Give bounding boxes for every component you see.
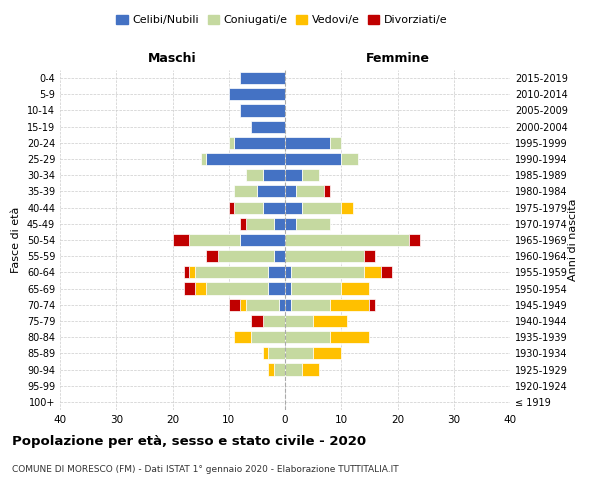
Bar xyxy=(245,218,274,230)
Bar xyxy=(190,266,195,278)
Bar xyxy=(263,202,285,213)
Bar xyxy=(263,348,268,360)
Bar xyxy=(313,348,341,360)
Bar xyxy=(274,250,285,262)
Bar xyxy=(235,137,285,149)
Bar xyxy=(380,266,392,278)
Bar xyxy=(200,153,206,165)
Bar xyxy=(285,234,409,246)
Bar xyxy=(195,266,268,278)
Bar xyxy=(285,137,330,149)
Bar xyxy=(240,234,285,246)
Bar xyxy=(285,186,296,198)
Bar xyxy=(235,186,257,198)
Bar xyxy=(341,202,353,213)
Bar xyxy=(302,202,341,213)
Bar xyxy=(218,250,274,262)
Bar xyxy=(325,186,330,198)
Bar xyxy=(206,153,285,165)
Bar xyxy=(251,331,285,343)
Bar xyxy=(409,234,420,246)
Bar xyxy=(364,250,375,262)
Bar xyxy=(285,282,290,294)
Bar xyxy=(229,137,235,149)
Text: COMUNE DI MORESCO (FM) - Dati ISTAT 1° gennaio 2020 - Elaborazione TUTTITALIA.IT: COMUNE DI MORESCO (FM) - Dati ISTAT 1° g… xyxy=(12,465,398,474)
Bar xyxy=(341,282,370,294)
Bar xyxy=(285,250,364,262)
Bar xyxy=(268,364,274,376)
Bar xyxy=(235,331,251,343)
Bar xyxy=(240,72,285,84)
Bar xyxy=(240,218,245,230)
Bar xyxy=(290,298,330,311)
Bar xyxy=(313,315,347,327)
Bar xyxy=(184,282,195,294)
Bar xyxy=(285,266,290,278)
Bar xyxy=(195,282,206,294)
Bar xyxy=(206,250,218,262)
Bar xyxy=(274,364,285,376)
Bar xyxy=(263,169,285,181)
Bar xyxy=(245,298,280,311)
Bar xyxy=(229,88,285,101)
Bar xyxy=(285,153,341,165)
Bar xyxy=(184,266,190,278)
Bar xyxy=(330,298,370,311)
Bar xyxy=(285,218,296,230)
Bar xyxy=(285,298,290,311)
Bar xyxy=(229,298,240,311)
Bar xyxy=(302,364,319,376)
Bar xyxy=(285,169,302,181)
Bar xyxy=(285,315,313,327)
Bar xyxy=(173,234,190,246)
Bar xyxy=(257,186,285,198)
Bar xyxy=(364,266,380,278)
Bar xyxy=(285,202,302,213)
Bar xyxy=(285,331,330,343)
Bar xyxy=(285,348,313,360)
Bar xyxy=(330,137,341,149)
Bar xyxy=(263,315,285,327)
Bar xyxy=(268,348,285,360)
Bar xyxy=(290,282,341,294)
Bar xyxy=(190,234,240,246)
Bar xyxy=(280,298,285,311)
Bar xyxy=(296,218,330,230)
Bar xyxy=(245,169,263,181)
Bar xyxy=(251,315,263,327)
Bar xyxy=(240,104,285,117)
Text: Popolazione per età, sesso e stato civile - 2020: Popolazione per età, sesso e stato civil… xyxy=(12,435,366,448)
Bar xyxy=(296,186,325,198)
Bar xyxy=(274,218,285,230)
Bar xyxy=(240,298,245,311)
Text: Maschi: Maschi xyxy=(148,52,197,65)
Y-axis label: Fasce di età: Fasce di età xyxy=(11,207,21,273)
Bar xyxy=(251,120,285,132)
Bar xyxy=(302,169,319,181)
Bar xyxy=(370,298,375,311)
Text: Femmine: Femmine xyxy=(365,52,430,65)
Legend: Celibi/Nubili, Coniugati/e, Vedovi/e, Divorziati/e: Celibi/Nubili, Coniugati/e, Vedovi/e, Di… xyxy=(112,10,452,30)
Bar xyxy=(268,282,285,294)
Bar xyxy=(268,266,285,278)
Bar xyxy=(235,202,263,213)
Bar xyxy=(341,153,358,165)
Bar xyxy=(206,282,268,294)
Bar xyxy=(330,331,370,343)
Bar xyxy=(229,202,235,213)
Y-axis label: Anni di nascita: Anni di nascita xyxy=(568,198,578,281)
Bar xyxy=(290,266,364,278)
Bar xyxy=(285,364,302,376)
